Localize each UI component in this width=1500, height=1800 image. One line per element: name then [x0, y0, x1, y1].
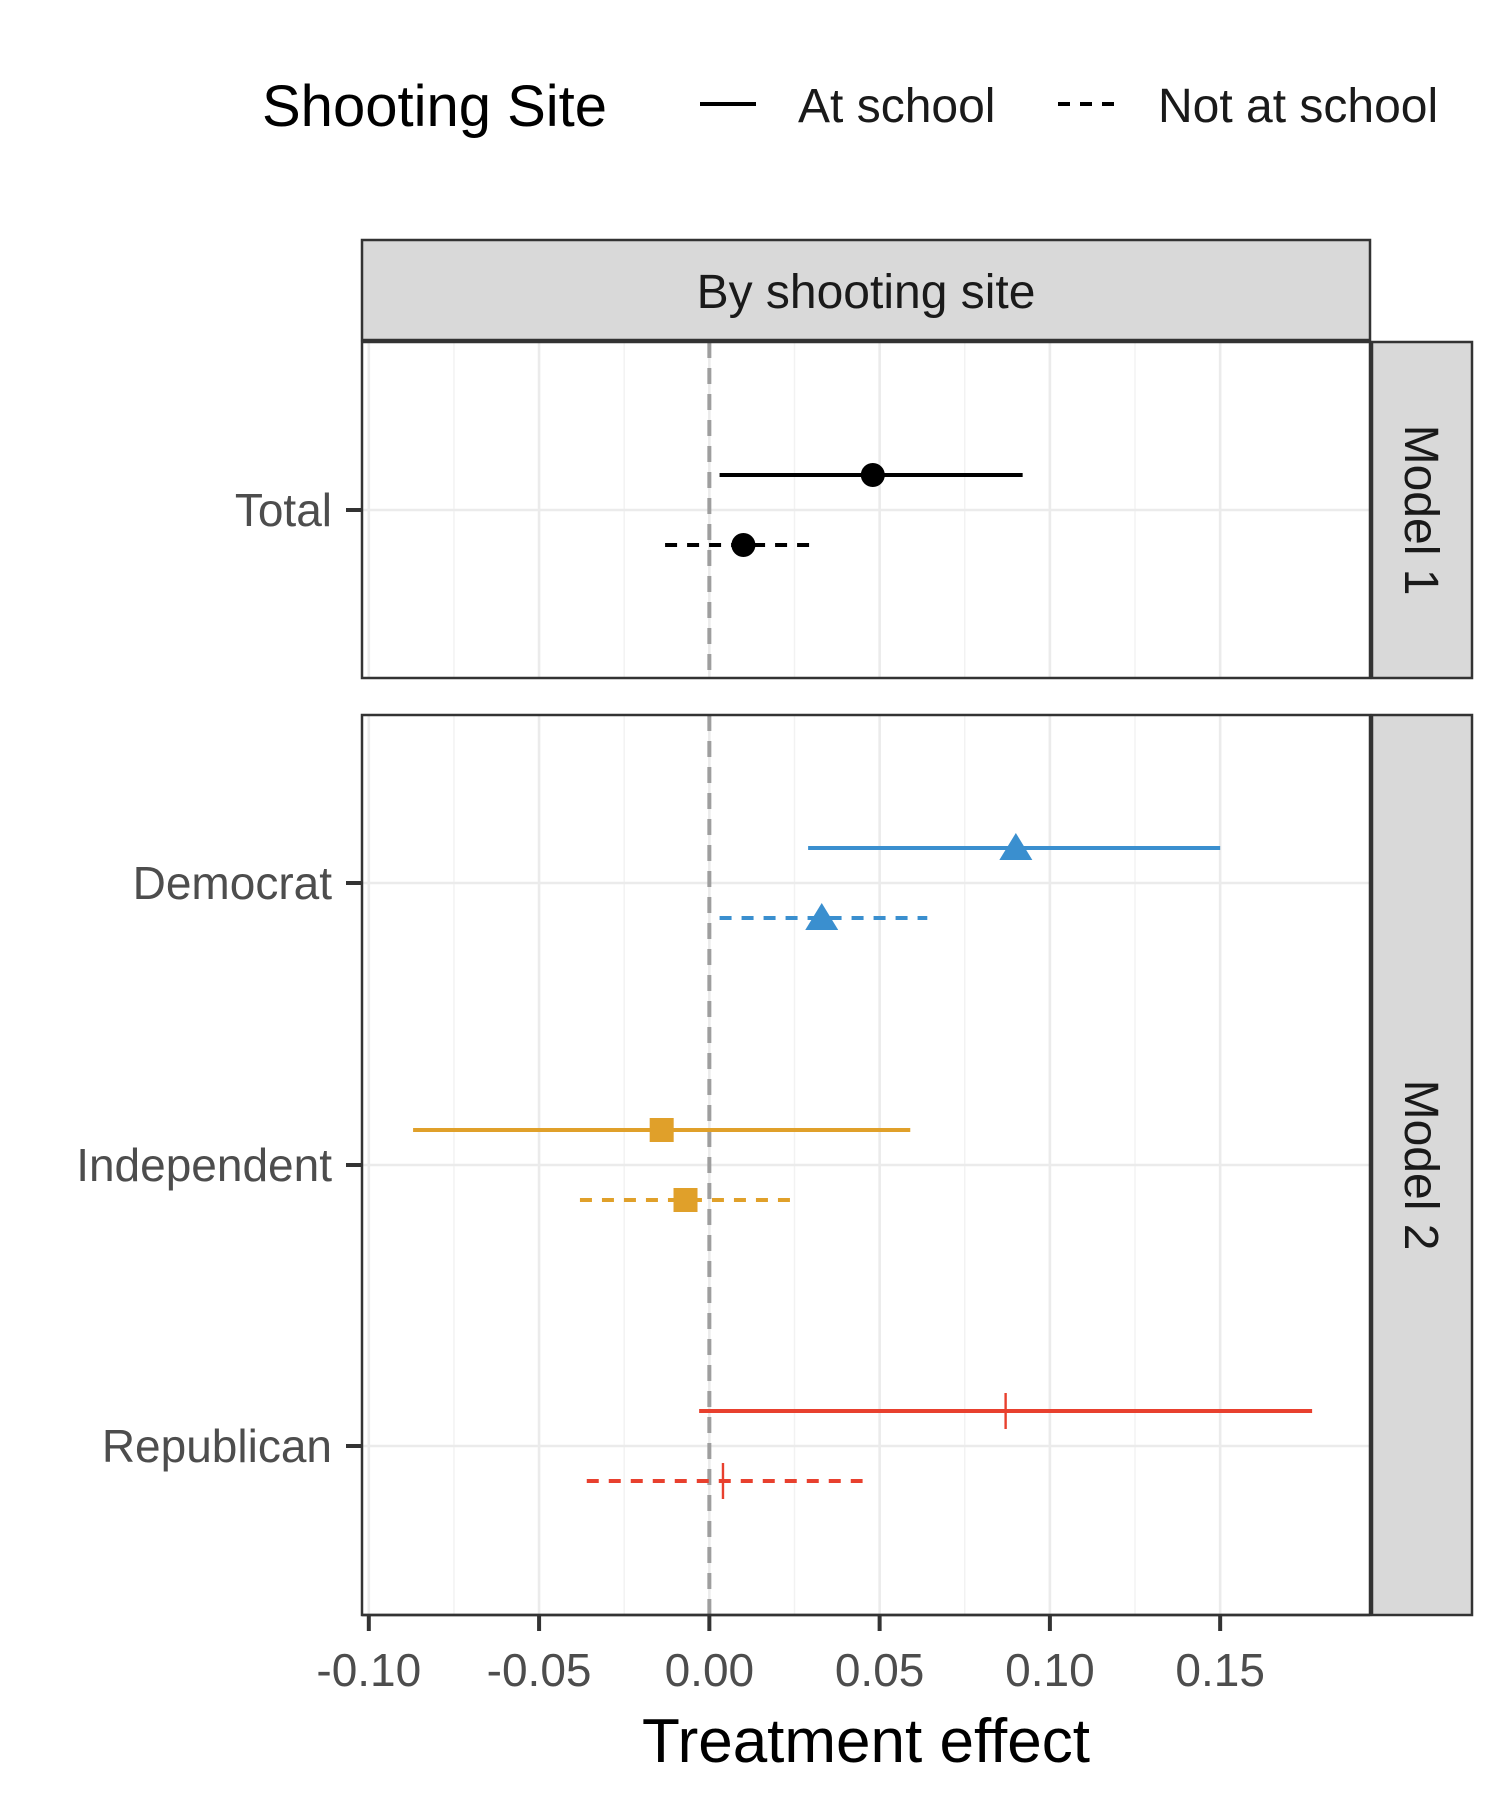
legend-label-at-school: At school	[798, 80, 995, 133]
legend: Shooting Site At school Not at school	[262, 74, 1438, 139]
x-tick-label: -0.05	[487, 1644, 592, 1696]
x-tick-label: 0.00	[665, 1644, 755, 1696]
x-axis: -0.10 -0.05 0.00 0.05 0.10 0.15	[316, 1613, 1370, 1696]
panel-2-strip: Model 2	[1370, 713, 1474, 1617]
point-total-not-at-school	[731, 533, 756, 557]
panel-1-grid	[362, 342, 1370, 678]
point-independent-not-at-school	[673, 1188, 698, 1212]
y-tick-label-democrat: Democrat	[133, 857, 333, 909]
x-tick-label: 0.10	[1005, 1644, 1095, 1696]
panel-model-2	[360, 713, 1372, 1617]
x-tick-label: -0.10	[316, 1644, 421, 1696]
y-tick-label-total: Total	[235, 484, 332, 536]
panel-1-marks	[665, 463, 1023, 557]
facet-strip-top: By shooting site	[360, 238, 1372, 342]
legend-title: Shooting Site	[262, 74, 607, 139]
panel-1-strip: Model 1	[1370, 340, 1474, 680]
panel-model-1	[360, 340, 1372, 680]
panel-2-marks	[413, 833, 1313, 1499]
x-tick-label: 0.15	[1175, 1644, 1265, 1696]
facet-title: By shooting site	[697, 266, 1036, 319]
panel-2-strip-label: Model 2	[1394, 1080, 1447, 1251]
point-democrat-not-at-school	[805, 903, 839, 930]
y-tick-label-republican: Republican	[102, 1420, 332, 1472]
point-independent-at-school	[649, 1118, 674, 1142]
panel-2-grid	[362, 715, 1370, 1615]
point-total-at-school	[860, 463, 885, 487]
legend-label-not-at-school: Not at school	[1158, 80, 1438, 133]
point-democrat-at-school	[999, 833, 1033, 860]
y-axis: Total Democrat Independent Republican	[76, 484, 362, 1472]
y-tick-label-independent: Independent	[76, 1139, 332, 1191]
x-axis-title: Treatment effect	[642, 1707, 1090, 1776]
x-tick-label: 0.05	[835, 1644, 925, 1696]
panel-1-strip-label: Model 1	[1394, 425, 1447, 596]
